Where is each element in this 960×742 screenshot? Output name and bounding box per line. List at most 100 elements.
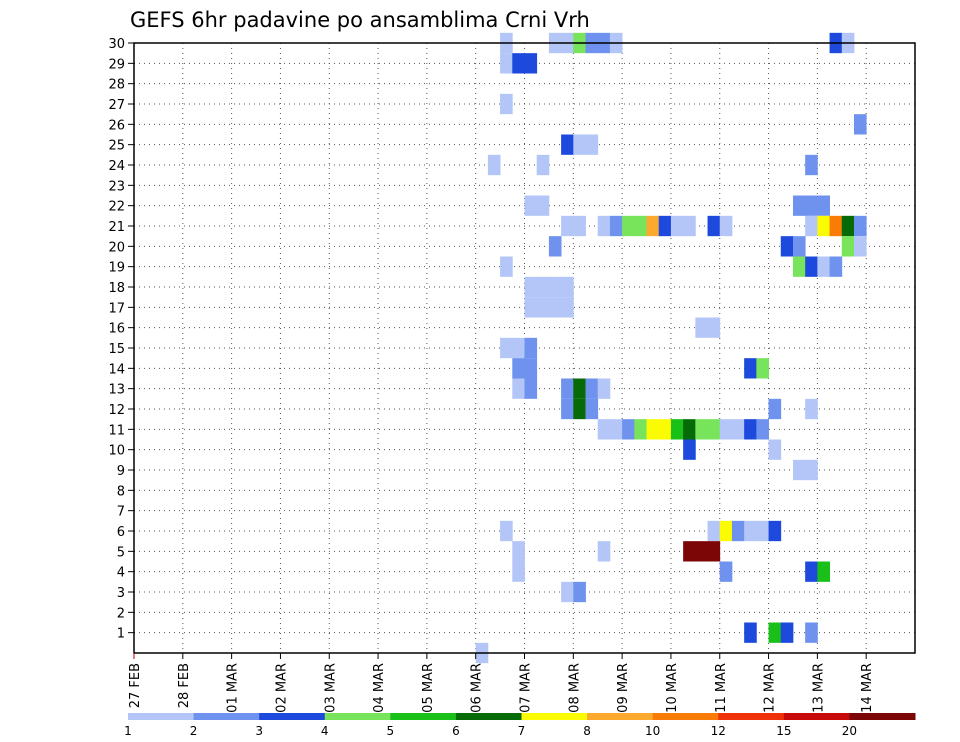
heatmap-cell bbox=[524, 337, 538, 359]
y-tick-label: 12 bbox=[108, 403, 125, 418]
heatmap-cell bbox=[817, 256, 830, 277]
heatmap-cell bbox=[707, 317, 721, 338]
heatmap-cell bbox=[707, 215, 721, 237]
heatmap-cell bbox=[670, 215, 684, 237]
y-tick-label: 26 bbox=[108, 118, 125, 133]
heatmap-cell bbox=[585, 134, 599, 155]
heatmap-cell bbox=[524, 378, 538, 399]
heatmap-cell bbox=[817, 561, 830, 582]
heatmap-cell bbox=[768, 520, 782, 542]
heatmap-cell bbox=[585, 378, 599, 399]
y-tick-label: 25 bbox=[108, 139, 125, 154]
heatmap-cell bbox=[500, 520, 513, 542]
heatmap-cell bbox=[853, 236, 867, 257]
heatmap-cell bbox=[792, 195, 806, 216]
heatmap-cell bbox=[683, 439, 696, 460]
heatmap-cell bbox=[622, 419, 635, 440]
heatmap-cell bbox=[756, 358, 769, 379]
heatmap-cell bbox=[707, 541, 721, 562]
heatmap-cell bbox=[524, 195, 538, 216]
heatmap-cell bbox=[744, 622, 757, 643]
x-tick-label: 27 FEB bbox=[128, 663, 143, 708]
heatmap-cell bbox=[829, 256, 843, 277]
y-tick-label: 2 bbox=[117, 606, 125, 621]
heatmap-cell bbox=[585, 398, 599, 420]
heatmap-cell bbox=[744, 520, 757, 542]
x-tick-label: 13 MAR bbox=[811, 663, 826, 713]
x-tick-label: 04 MAR bbox=[372, 663, 387, 713]
heatmap-cell bbox=[512, 358, 525, 379]
y-tick-label: 14 bbox=[108, 362, 125, 377]
colorbar-swatch bbox=[849, 713, 916, 720]
colorbar-swatch bbox=[259, 713, 326, 720]
heatmap-cell bbox=[561, 134, 574, 155]
heatmap-cell bbox=[841, 236, 855, 257]
y-tick-label: 11 bbox=[108, 423, 125, 438]
heatmap-cell bbox=[658, 215, 672, 237]
x-tick-label: 03 MAR bbox=[323, 663, 338, 713]
x-tick-label: 07 MAR bbox=[519, 663, 534, 713]
y-tick-label: 21 bbox=[108, 220, 125, 235]
heatmap-cell bbox=[719, 561, 733, 582]
heatmap-cell bbox=[792, 236, 806, 257]
x-tick-label: 08 MAR bbox=[567, 663, 582, 713]
y-tick-label: 9 bbox=[117, 464, 125, 479]
heatmap-cell bbox=[731, 520, 745, 542]
heatmap-cell bbox=[683, 215, 696, 237]
y-tick-label: 8 bbox=[117, 484, 125, 499]
heatmap-cell bbox=[853, 215, 867, 237]
y-tick-label: 10 bbox=[108, 444, 125, 459]
heatmap-cell bbox=[524, 276, 538, 298]
heatmap-cell bbox=[500, 337, 513, 359]
heatmap-cell bbox=[695, 541, 708, 562]
heatmap-cell bbox=[573, 581, 586, 603]
heatmap-cell bbox=[609, 419, 623, 440]
heatmap-cell bbox=[792, 459, 806, 481]
heatmap-cell bbox=[719, 419, 733, 440]
heatmap-cell bbox=[670, 419, 684, 440]
heatmap-cell bbox=[707, 419, 721, 440]
heatmap-cell bbox=[744, 419, 757, 440]
heatmap-cell bbox=[768, 622, 782, 643]
x-tick-label: 02 MAR bbox=[274, 663, 289, 713]
heatmap-cell bbox=[512, 53, 525, 74]
heatmap-cell bbox=[524, 358, 538, 379]
colorbar-label: 10 bbox=[645, 724, 660, 738]
y-tick-label: 30 bbox=[108, 37, 125, 52]
colorbar-label: 5 bbox=[387, 724, 395, 738]
heatmap-cell bbox=[683, 419, 696, 440]
colorbar-label: 4 bbox=[321, 724, 329, 738]
heatmap-cell bbox=[561, 378, 574, 399]
y-tick-label: 22 bbox=[108, 200, 125, 215]
heatmap-cell bbox=[853, 114, 867, 135]
heatmap-cell bbox=[817, 195, 830, 216]
heatmap-cell bbox=[500, 256, 513, 277]
y-tick-label: 18 bbox=[108, 281, 125, 296]
heatmap-cell bbox=[695, 419, 708, 440]
x-tick-label: 11 MAR bbox=[714, 663, 729, 713]
colorbar-label: 15 bbox=[776, 724, 791, 738]
heatmap-cell bbox=[805, 561, 818, 582]
heatmap-cell bbox=[561, 398, 574, 420]
heatmap-cell bbox=[719, 215, 733, 237]
heatmap-cell bbox=[829, 215, 843, 237]
heatmap-cell bbox=[658, 419, 672, 440]
colorbar-label: 7 bbox=[518, 724, 526, 738]
colorbar-label: 12 bbox=[711, 724, 726, 738]
heatmap-cell bbox=[805, 215, 818, 237]
y-tick-label: 29 bbox=[108, 57, 125, 72]
colorbar-swatch bbox=[390, 713, 457, 720]
heatmap-cell bbox=[792, 256, 806, 277]
chart-title: GEFS 6hr padavine po ansamblima Crni Vrh bbox=[130, 8, 590, 32]
heatmap-cell bbox=[561, 276, 574, 298]
heatmap-cell bbox=[536, 154, 550, 176]
heatmap-cell bbox=[609, 215, 623, 237]
y-tick-label: 7 bbox=[117, 505, 125, 520]
colorbar-label: 1 bbox=[124, 724, 132, 738]
heatmap-cell bbox=[756, 520, 769, 542]
y-tick-label: 3 bbox=[117, 586, 125, 601]
colorbar-swatch bbox=[718, 713, 785, 720]
heatmap-cell bbox=[805, 195, 818, 216]
heatmap-cell bbox=[573, 378, 586, 399]
heatmap-cell bbox=[744, 358, 757, 379]
